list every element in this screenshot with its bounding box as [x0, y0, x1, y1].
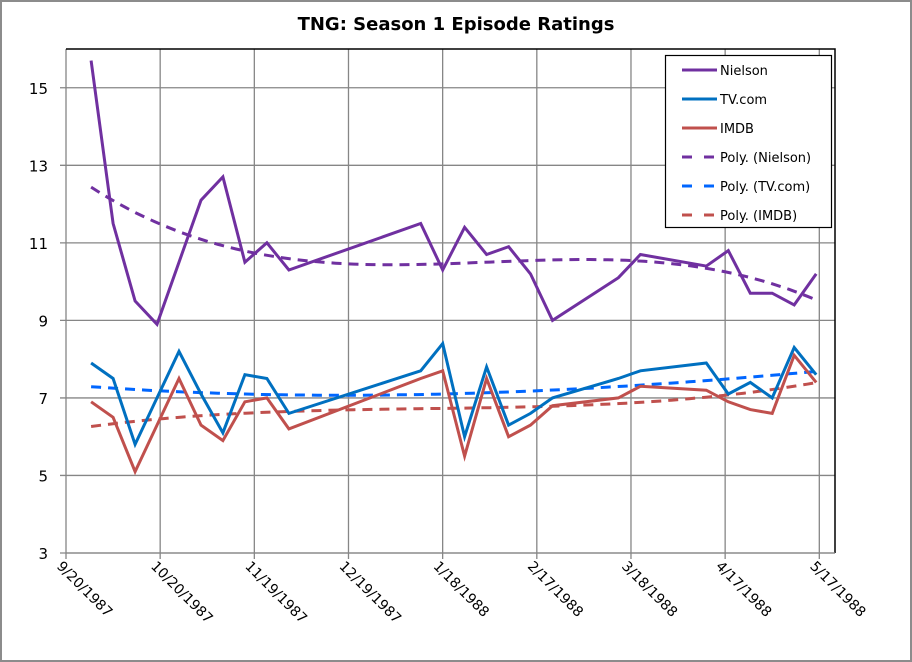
legend-label: TV.com: [719, 93, 767, 108]
x-tick-label: 5/17/1988: [806, 559, 868, 621]
x-tick-label: 3/18/1988: [618, 559, 680, 621]
series-line-imdb: [90, 352, 818, 476]
y-tick-label: 13: [29, 157, 48, 175]
y-tick-label: 3: [38, 545, 48, 563]
trendline-nielson: [90, 185, 817, 302]
series-line-nielson: [89, 60, 818, 328]
y-tick-label: 7: [38, 390, 48, 408]
y-tick-label: 11: [29, 235, 48, 253]
x-tick-label: 12/19/1987: [336, 559, 404, 627]
x-tick-label: 1/18/1988: [430, 559, 492, 621]
plot-border: [66, 48, 836, 553]
legend-label: Poly. (IMDB): [720, 209, 797, 224]
x-tick-label: 10/20/1987: [147, 559, 215, 627]
x-tick-label: 4/17/1988: [712, 559, 774, 621]
legend-label: Poly. (Nielson): [720, 151, 811, 166]
legend-box: [664, 54, 833, 229]
series-lines: [89, 60, 818, 476]
legend: Nielson TV.com IMDB Poly. (Nielson) Poly. (T…: [664, 54, 833, 229]
x-tick-label: 2/17/1988: [524, 559, 586, 621]
x-tick-label: 9/20/1987: [53, 559, 115, 621]
legend-label: Nielson: [720, 64, 768, 79]
chart-title: TNG: Season 1 Episode Ratings: [297, 14, 615, 35]
y-tick-label: 15: [29, 80, 48, 98]
y-tick-label: 9: [38, 312, 48, 330]
legend-label: IMDB: [720, 122, 754, 137]
legend-label: Poly. (TV.com): [720, 180, 810, 195]
x-tick-label: 11/19/1987: [241, 559, 309, 627]
series-line-tvcom: [90, 340, 818, 449]
y-tick-label: 5: [38, 467, 48, 485]
